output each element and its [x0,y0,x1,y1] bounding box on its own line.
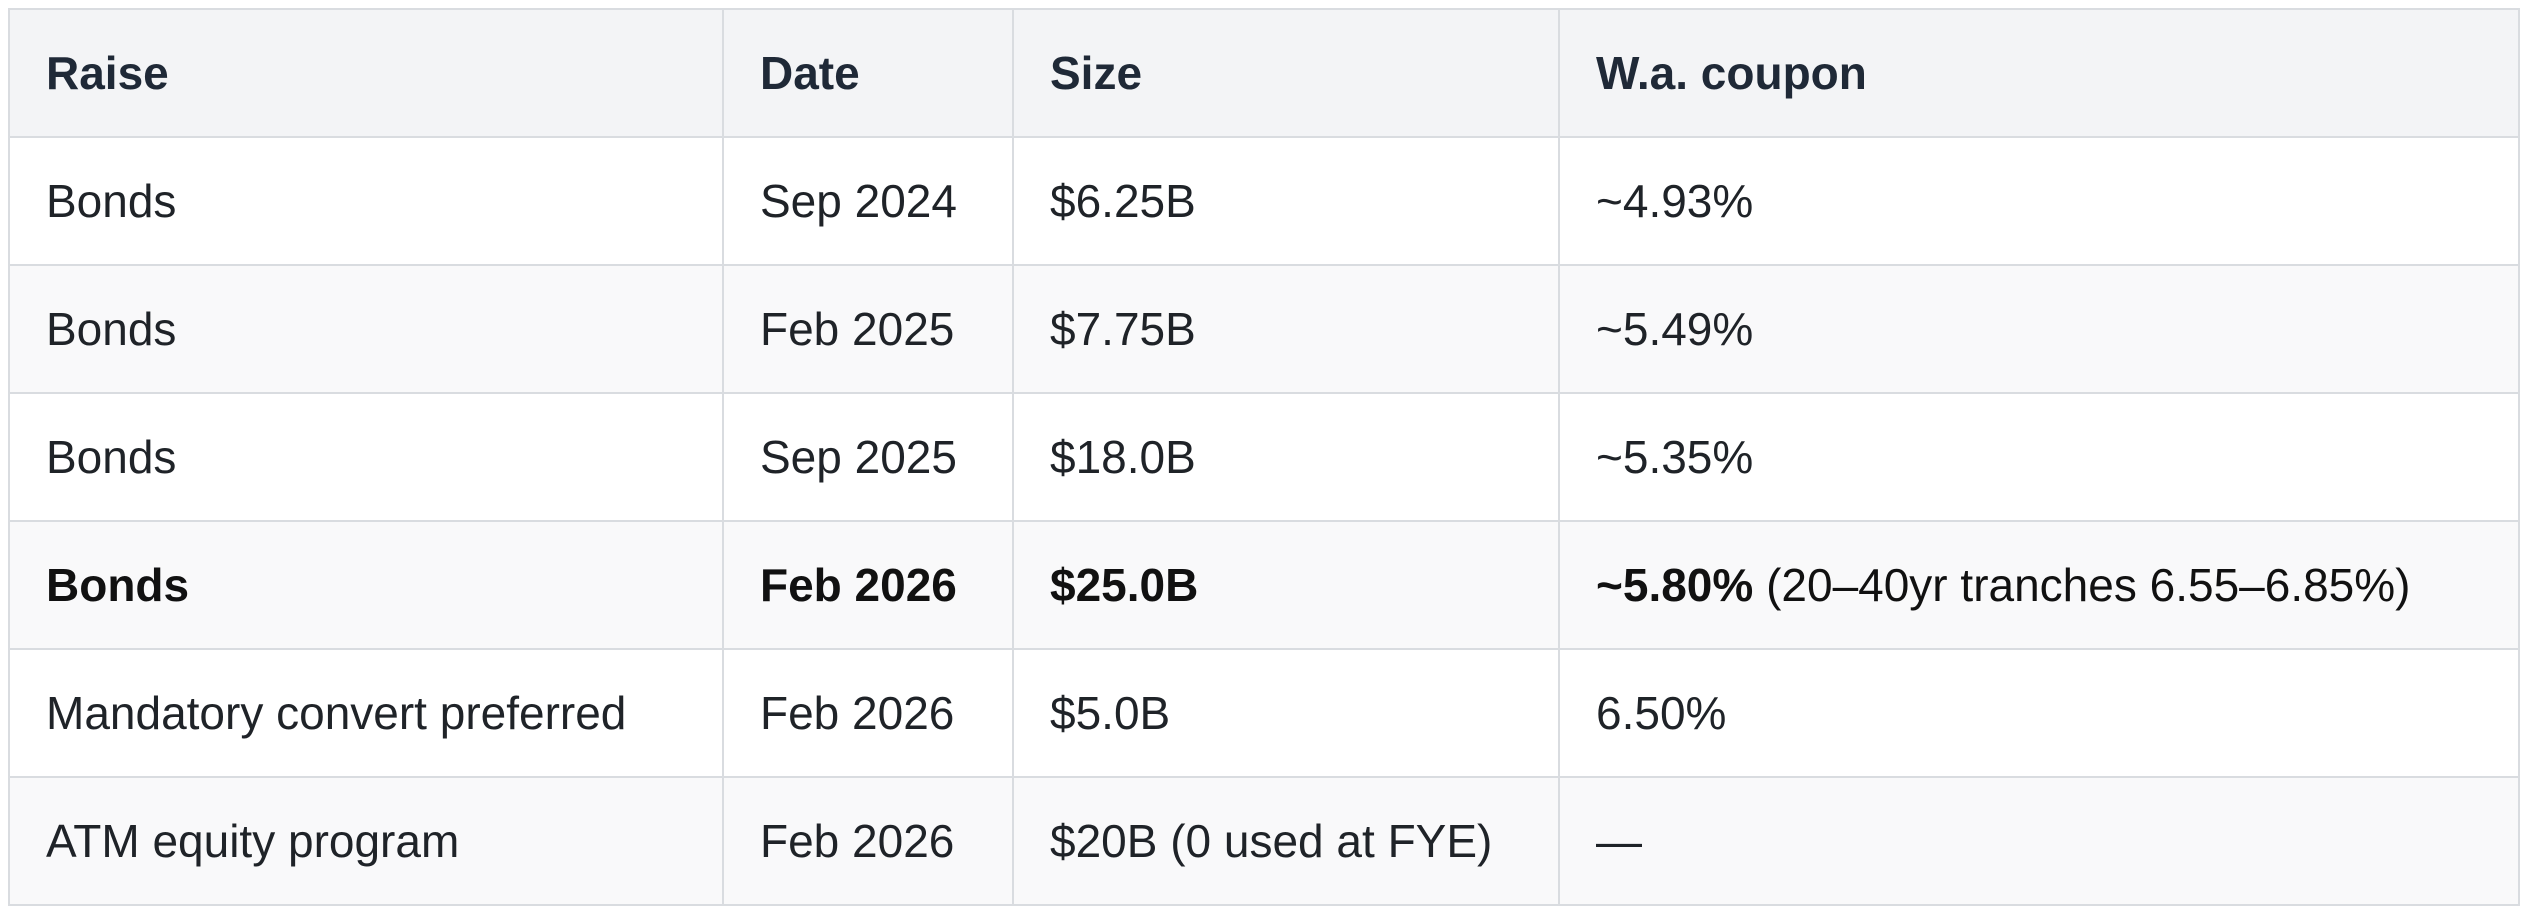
table-header-row: Raise Date Size W.a. coupon [8,8,2520,138]
cell-raise: Bonds [8,264,724,394]
cell-size: $25.0B [1012,520,1560,650]
coupon-note: (20–40yr tranches 6.55–6.85%) [1766,559,2411,611]
cell-coupon: ~4.93% [1558,136,2520,266]
cell-coupon: ~5.35% [1558,392,2520,522]
cell-coupon: — [1558,776,2520,906]
table-row: Bonds Feb 2025 $7.75B ~5.49% [8,264,2520,394]
column-header-raise: Raise [8,8,724,138]
cell-coupon: 6.50% [1558,648,2520,778]
cell-raise: Bonds [8,392,724,522]
cell-size: $7.75B [1012,264,1560,394]
cell-coupon: ~5.80% (20–40yr tranches 6.55–6.85%) [1558,520,2520,650]
cell-size: $18.0B [1012,392,1560,522]
cell-coupon: ~5.49% [1558,264,2520,394]
cell-date: Feb 2026 [722,520,1014,650]
cell-size: $6.25B [1012,136,1560,266]
cell-raise: Mandatory convert preferred [8,648,724,778]
table-row: ATM equity program Feb 2026 $20B (0 used… [8,776,2520,906]
cell-size: $20B (0 used at FYE) [1012,776,1560,906]
cell-raise: Bonds [8,136,724,266]
table-row: Mandatory convert preferred Feb 2026 $5.… [8,648,2520,778]
table-row: Bonds Sep 2025 $18.0B ~5.35% [8,392,2520,522]
cell-date: Feb 2025 [722,264,1014,394]
cell-size: $5.0B [1012,648,1560,778]
table-row: Bonds Sep 2024 $6.25B ~4.93% [8,136,2520,266]
column-header-size: Size [1012,8,1560,138]
cell-date: Sep 2024 [722,136,1014,266]
column-header-coupon: W.a. coupon [1558,8,2520,138]
coupon-value: ~5.80% [1596,559,1754,611]
column-header-date: Date [722,8,1014,138]
table-row-highlighted: Bonds Feb 2026 $25.0B ~5.80% (20–40yr tr… [8,520,2520,650]
cell-date: Feb 2026 [722,776,1014,906]
cell-raise: Bonds [8,520,724,650]
cell-date: Feb 2026 [722,648,1014,778]
capital-raises-table: Raise Date Size W.a. coupon Bonds Sep 20… [8,8,2520,906]
cell-date: Sep 2025 [722,392,1014,522]
cell-raise: ATM equity program [8,776,724,906]
